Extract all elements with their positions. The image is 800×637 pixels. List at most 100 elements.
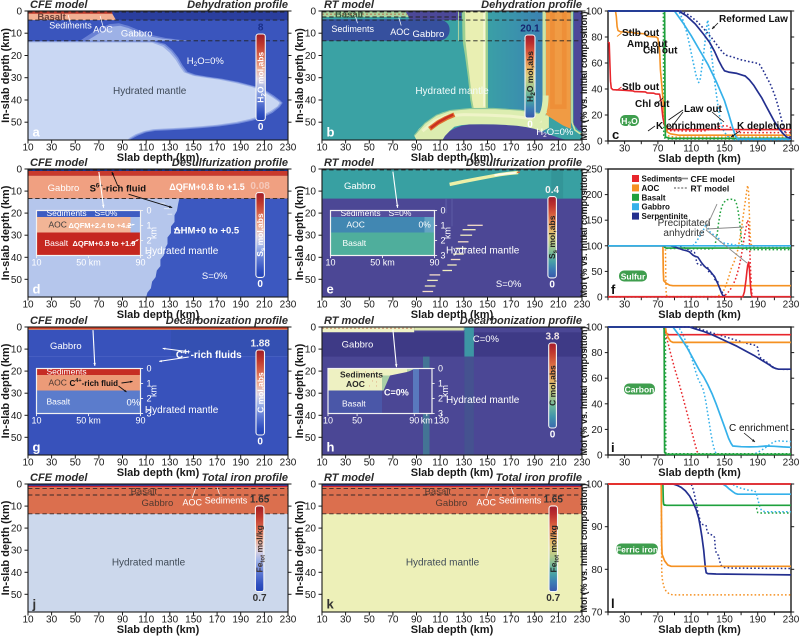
svg-text:Serpentinite: Serpentinite <box>642 212 689 221</box>
svg-text:0%: 0% <box>419 220 432 230</box>
svg-text:50 km: 50 km <box>76 258 101 268</box>
svg-text:Reformed Law: Reformed Law <box>719 14 788 25</box>
svg-text:30: 30 <box>11 389 23 400</box>
svg-text:c: c <box>612 127 619 142</box>
svg-text:Sediments: Sediments <box>341 208 381 218</box>
svg-text:j: j <box>32 597 37 612</box>
svg-text:80: 80 <box>591 348 603 359</box>
svg-text:0: 0 <box>310 165 316 176</box>
svg-text:3: 3 <box>146 251 151 261</box>
svg-text:50: 50 <box>70 458 82 469</box>
svg-text:80: 80 <box>591 565 603 576</box>
svg-text:50 km: 50 km <box>76 416 101 426</box>
svg-text:RT model: RT model <box>324 157 375 169</box>
svg-text:150: 150 <box>185 300 202 311</box>
svg-text:Hydrated mantle: Hydrated mantle <box>112 557 186 568</box>
svg-text:170: 170 <box>209 615 226 626</box>
svg-text:Precipitated: Precipitated <box>658 218 711 229</box>
svg-text:Mol (% vs. initial composition: Mol (% vs. initial composition) <box>579 326 589 455</box>
svg-text:In-slab depth (km): In-slab depth (km) <box>294 28 306 123</box>
svg-text:km: km <box>443 227 453 239</box>
svg-text:S=0%: S=0% <box>202 271 228 282</box>
svg-text:30: 30 <box>340 458 352 469</box>
svg-text:K depletion: K depletion <box>737 121 791 132</box>
svg-text:190: 190 <box>749 144 766 155</box>
svg-text:170: 170 <box>209 458 226 469</box>
svg-text:AOC: AOC <box>390 27 410 37</box>
svg-text:Desulfurization profile: Desulfurization profile <box>172 157 288 169</box>
svg-text:30: 30 <box>11 231 23 242</box>
svg-text:70: 70 <box>93 458 105 469</box>
svg-text:Sediments: Sediments <box>49 21 92 31</box>
svg-text:20: 20 <box>11 524 23 535</box>
svg-text:anhydrite: anhydrite <box>663 228 705 239</box>
svg-text:km: km <box>149 227 159 239</box>
svg-text:AOC: AOC <box>346 379 365 389</box>
svg-text:150: 150 <box>185 615 202 626</box>
svg-text:0%: 0% <box>127 398 141 409</box>
svg-text:30: 30 <box>619 300 631 311</box>
svg-text:2: 2 <box>440 236 445 246</box>
svg-text:Hydrated mantle: Hydrated mantle <box>446 246 520 257</box>
svg-text:50: 50 <box>11 118 23 129</box>
svg-text:0: 0 <box>310 480 316 491</box>
svg-text:110: 110 <box>683 144 699 155</box>
svg-text:90: 90 <box>135 258 145 268</box>
svg-text:Stlb out: Stlb out <box>622 28 660 39</box>
svg-text:210: 210 <box>550 458 567 469</box>
svg-text:H2O=0%: H2O=0% <box>536 127 574 139</box>
svg-text:S=0%: S=0% <box>496 279 522 290</box>
svg-text:30: 30 <box>340 300 352 311</box>
svg-text:0: 0 <box>597 137 603 148</box>
svg-text:Basalt: Basalt <box>335 10 364 21</box>
svg-text:190: 190 <box>749 615 766 626</box>
svg-text:10: 10 <box>316 458 328 469</box>
svg-text:40: 40 <box>305 411 317 422</box>
svg-text:10: 10 <box>316 143 328 154</box>
svg-text:0: 0 <box>146 364 151 374</box>
svg-text:40: 40 <box>11 411 23 422</box>
svg-text:30: 30 <box>619 458 631 469</box>
svg-text:150: 150 <box>185 143 202 154</box>
svg-text:Hydrated mantle: Hydrated mantle <box>446 395 520 406</box>
svg-text:130: 130 <box>161 615 178 626</box>
svg-text:ΔQFM+0.9 to +1.9: ΔQFM+0.9 to +1.9 <box>73 239 136 248</box>
svg-text:110: 110 <box>432 458 448 469</box>
svg-text:10: 10 <box>22 300 34 311</box>
svg-text:20: 20 <box>305 51 317 62</box>
svg-text:250: 250 <box>586 165 603 176</box>
svg-text:ΔQFM+0.8 to +1.5: ΔQFM+0.8 to +1.5 <box>169 182 245 192</box>
svg-text:3: 3 <box>146 409 151 419</box>
svg-text:30: 30 <box>11 73 23 84</box>
svg-text:30: 30 <box>11 546 23 557</box>
svg-text:50: 50 <box>11 275 23 286</box>
svg-text:190: 190 <box>232 458 249 469</box>
svg-text:l: l <box>611 596 615 611</box>
svg-text:Ss mol,abs: Ss mol,abs <box>255 213 267 257</box>
svg-text:230: 230 <box>574 300 591 311</box>
svg-text:20: 20 <box>11 367 23 378</box>
svg-text:50: 50 <box>591 267 603 278</box>
svg-text:0: 0 <box>549 279 555 290</box>
svg-text:190: 190 <box>526 615 543 626</box>
svg-text:0.7: 0.7 <box>546 593 560 604</box>
svg-text:Slab depth (km): Slab depth (km) <box>411 309 494 321</box>
svg-text:Decarbonization profile: Decarbonization profile <box>460 315 582 327</box>
svg-text:210: 210 <box>256 615 273 626</box>
svg-text:1.65: 1.65 <box>543 494 563 505</box>
svg-text:RT model: RT model <box>324 472 375 484</box>
svg-text:110: 110 <box>683 615 699 626</box>
svg-text:8: 8 <box>258 23 264 34</box>
svg-text:40: 40 <box>11 253 23 264</box>
svg-text:RT model: RT model <box>324 0 375 11</box>
svg-text:50: 50 <box>11 590 23 601</box>
svg-text:50: 50 <box>305 433 317 444</box>
svg-text:0: 0 <box>16 480 22 491</box>
svg-text:Hydrated mantle: Hydrated mantle <box>145 405 219 416</box>
svg-text:30: 30 <box>46 143 58 154</box>
svg-text:150: 150 <box>586 216 603 227</box>
svg-text:Sediments: Sediments <box>331 24 374 34</box>
svg-text:230: 230 <box>280 458 297 469</box>
svg-text:30: 30 <box>305 73 317 84</box>
svg-text:1.88: 1.88 <box>250 339 270 350</box>
